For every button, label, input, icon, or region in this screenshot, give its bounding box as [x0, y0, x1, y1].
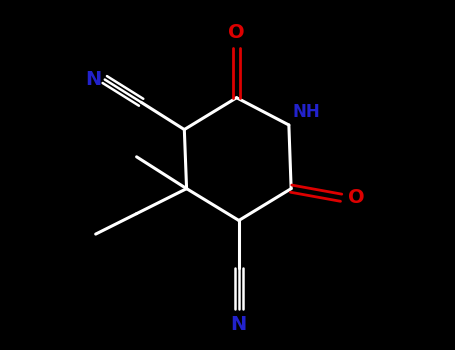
Text: O: O	[348, 188, 364, 207]
Text: N: N	[85, 70, 101, 89]
Text: N: N	[231, 315, 247, 334]
Text: O: O	[228, 23, 245, 42]
Text: NH: NH	[293, 103, 320, 121]
